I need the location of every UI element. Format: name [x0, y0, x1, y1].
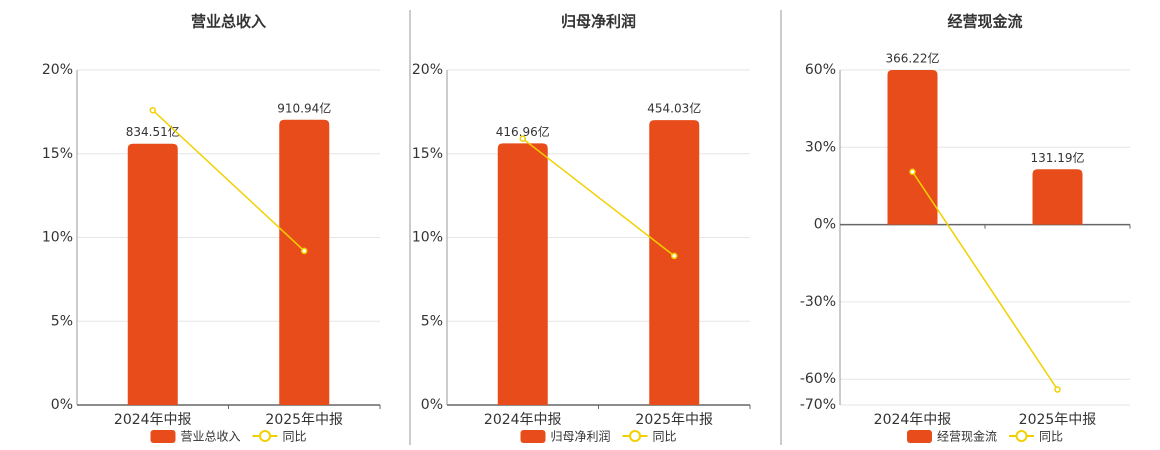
line-marker: [149, 106, 156, 114]
x-tick-label: 2025年中报: [1019, 412, 1097, 428]
line-marker: [301, 247, 308, 255]
value-label: 834.51亿: [126, 124, 180, 139]
bar: [887, 70, 938, 225]
y-tick-label: 15%: [412, 146, 443, 162]
y-tick-label: 10%: [412, 230, 443, 246]
y-tick-label: 20%: [412, 62, 443, 78]
legend-swatch: [907, 430, 932, 443]
y-tick-label: 0%: [421, 397, 443, 413]
line-marker: [671, 252, 678, 260]
legend-label: 经营现金流: [937, 429, 997, 444]
value-label: 416.96亿: [496, 124, 550, 139]
legend-label: 归母净利润: [551, 430, 611, 444]
y-tick-label: 5%: [51, 313, 73, 329]
y-tick-label: 15%: [42, 146, 73, 162]
x-tick-label: 2024年中报: [874, 412, 952, 428]
y-tick-label: 10%: [42, 230, 73, 246]
x-tick-label: 2025年中报: [635, 412, 713, 428]
legend-swatch: [629, 430, 642, 442]
y-tick-label: -70%: [800, 397, 836, 413]
legend-label: 同比: [653, 430, 677, 444]
y-tick-label: 20%: [42, 62, 73, 78]
x-tick-label: 2024年中报: [114, 412, 192, 428]
line-marker: [909, 168, 916, 176]
legend-swatch: [150, 430, 176, 443]
value-label: 454.03亿: [647, 101, 701, 116]
chart-title: 归母净利润: [561, 13, 636, 31]
y-tick-label: 5%: [421, 313, 443, 329]
line: [911, 171, 1059, 390]
chart-title: 营业总收入: [191, 13, 266, 31]
line: [152, 109, 305, 252]
legend-swatch: [259, 430, 272, 442]
y-tick-label: -60%: [800, 371, 836, 387]
x-tick-label: 2025年中报: [265, 412, 343, 428]
line-marker: [519, 135, 526, 142]
bar: [1032, 169, 1083, 225]
x-tick-label: 2024年中报: [484, 412, 562, 428]
y-tick-label: 0%: [51, 397, 73, 413]
bar: [279, 119, 330, 405]
y-tick-label: 30%: [805, 139, 836, 155]
bar: [649, 120, 700, 405]
legend-swatch: [1015, 430, 1028, 442]
value-label: 131.19亿: [1031, 150, 1085, 165]
legend-label: 同比: [1039, 430, 1063, 444]
value-label: 910.94亿: [277, 100, 331, 115]
line: [522, 138, 675, 257]
legend-swatch: [520, 430, 546, 443]
y-tick-label: 0%: [814, 217, 836, 233]
bar: [497, 143, 548, 406]
y-tick-label: 60%: [805, 62, 836, 78]
line-marker: [1054, 386, 1061, 393]
chart-title: 经营现金流: [947, 13, 1022, 31]
legend-label: 同比: [283, 430, 307, 444]
value-label: 366.22亿: [886, 51, 940, 66]
legend-label: 营业总收入: [181, 430, 241, 444]
y-tick-label: -30%: [800, 294, 836, 310]
bar: [127, 143, 178, 405]
